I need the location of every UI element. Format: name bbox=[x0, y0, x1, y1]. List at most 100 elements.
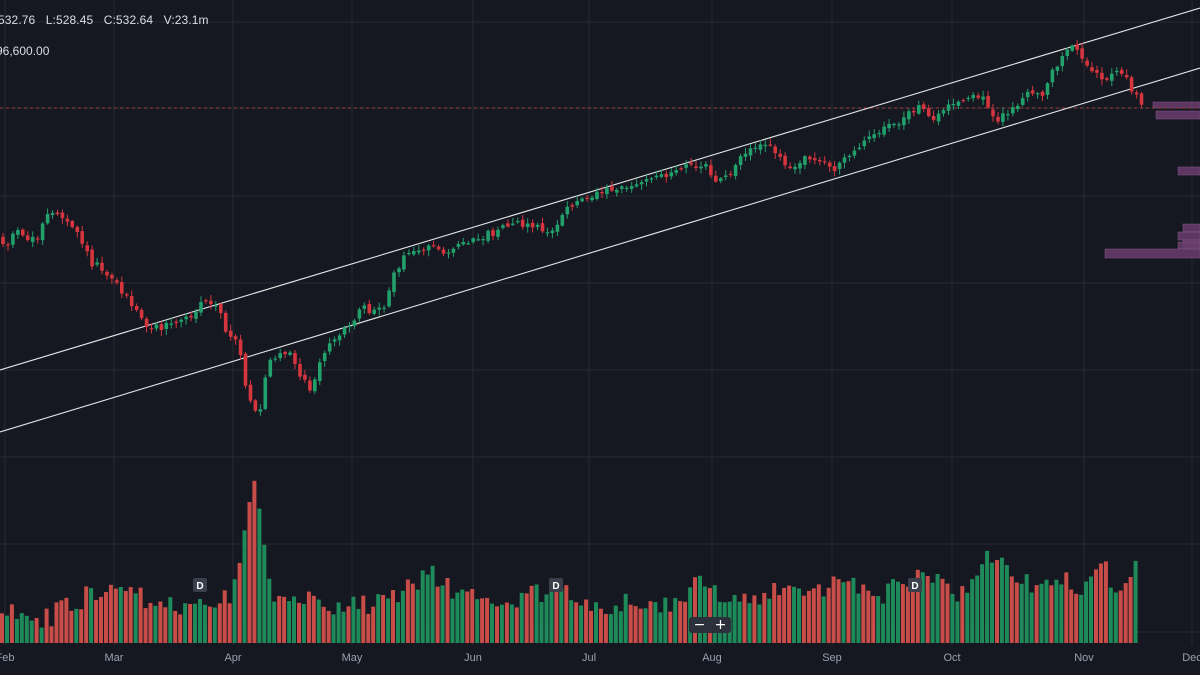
candle-body bbox=[996, 116, 1000, 122]
x-axis-label: Feb bbox=[0, 652, 14, 664]
candle-body bbox=[694, 166, 698, 168]
candle-body bbox=[892, 123, 896, 126]
dividend-marker bbox=[549, 578, 563, 592]
volume-bar bbox=[613, 605, 618, 643]
candle-body bbox=[209, 300, 213, 305]
volume-bar bbox=[123, 591, 128, 643]
candle-body bbox=[723, 175, 728, 178]
volume-bar bbox=[331, 614, 336, 643]
volume-bar bbox=[1098, 563, 1103, 643]
candle-body bbox=[719, 178, 723, 181]
volume-bar bbox=[742, 593, 747, 643]
candle-body bbox=[931, 116, 936, 120]
volume-bar bbox=[509, 604, 514, 643]
candle-body bbox=[1105, 78, 1109, 80]
candle-body bbox=[154, 324, 159, 329]
volume-bar bbox=[757, 604, 762, 643]
volume-bar bbox=[44, 608, 49, 643]
volume-bar bbox=[816, 584, 821, 643]
candle-body bbox=[367, 303, 372, 313]
volume-bar bbox=[950, 594, 955, 643]
zoom-in-button[interactable]: + bbox=[714, 617, 727, 633]
volume-profile-bar bbox=[1152, 101, 1200, 109]
candle-body bbox=[441, 249, 446, 254]
candle-body bbox=[268, 359, 273, 377]
candle-body bbox=[456, 244, 461, 247]
volume-bar bbox=[277, 596, 282, 643]
candle-body bbox=[223, 312, 228, 332]
volume-bar bbox=[1034, 585, 1039, 643]
candle-body bbox=[164, 322, 169, 329]
volume-bar bbox=[658, 612, 663, 643]
candle-body bbox=[392, 272, 396, 293]
candle-body bbox=[174, 321, 178, 324]
volume-bar bbox=[138, 587, 143, 643]
candle-body bbox=[125, 294, 129, 296]
candle-body bbox=[332, 339, 337, 342]
candle-body bbox=[70, 220, 75, 228]
volume-bar bbox=[782, 587, 787, 643]
candle-body bbox=[243, 353, 248, 386]
candle-body bbox=[793, 166, 797, 170]
candle-body bbox=[1020, 98, 1025, 105]
volume-bar bbox=[193, 603, 197, 643]
x-axis-label: Sep bbox=[822, 652, 842, 664]
volume-bar bbox=[74, 608, 79, 643]
candle-body bbox=[481, 239, 485, 241]
volume-bar bbox=[762, 592, 767, 643]
volume-bar bbox=[534, 584, 539, 643]
volume-bar bbox=[64, 597, 69, 643]
volume-bar bbox=[301, 604, 306, 643]
candle-body bbox=[159, 324, 164, 330]
volume-bar bbox=[188, 604, 193, 643]
candle-body bbox=[194, 311, 198, 319]
candle-body bbox=[476, 239, 480, 241]
candle-body bbox=[446, 252, 451, 254]
candle-body bbox=[322, 352, 327, 362]
volume-bar bbox=[549, 591, 554, 643]
candle-body bbox=[773, 146, 777, 154]
candle-body bbox=[6, 244, 10, 246]
x-axis-label: Jun bbox=[464, 652, 482, 664]
candle-body bbox=[466, 243, 471, 245]
volume-bar bbox=[391, 590, 395, 643]
candle-body bbox=[55, 212, 60, 215]
volume-bar bbox=[415, 589, 420, 643]
zoom-out-button[interactable]: − bbox=[693, 617, 706, 633]
candle-body bbox=[21, 229, 25, 236]
candle-body bbox=[634, 184, 639, 187]
candle-body bbox=[961, 100, 966, 102]
candle-body bbox=[986, 95, 990, 108]
candle-body bbox=[90, 249, 94, 267]
volume-bar bbox=[846, 581, 851, 643]
candle-body bbox=[620, 186, 624, 189]
x-axis-label: May bbox=[342, 652, 363, 664]
volume-bar bbox=[841, 582, 846, 643]
volume-bar bbox=[579, 605, 584, 643]
volume-bar bbox=[960, 586, 965, 643]
candle-body bbox=[263, 377, 268, 409]
candle-body bbox=[421, 249, 426, 251]
volume-bar bbox=[366, 613, 371, 643]
volume-bar bbox=[633, 606, 638, 643]
volume-bar bbox=[504, 602, 509, 643]
candle-body bbox=[115, 280, 119, 283]
candle-body bbox=[387, 290, 391, 307]
candle-body bbox=[189, 315, 193, 318]
volume-bar bbox=[514, 607, 519, 643]
candle-body bbox=[743, 153, 748, 157]
x-axis-label: Oct bbox=[943, 652, 960, 664]
candle-body bbox=[298, 363, 302, 377]
candle-body bbox=[882, 126, 886, 135]
candle-body bbox=[253, 400, 258, 411]
volume-bar bbox=[945, 583, 950, 643]
candle-body bbox=[1095, 69, 1099, 73]
volume-bar bbox=[1103, 561, 1108, 643]
candle-body bbox=[313, 379, 317, 392]
volume-bar bbox=[158, 601, 163, 643]
volume-bar bbox=[410, 583, 415, 643]
candle-body bbox=[872, 134, 876, 138]
volume-bar bbox=[772, 583, 777, 643]
